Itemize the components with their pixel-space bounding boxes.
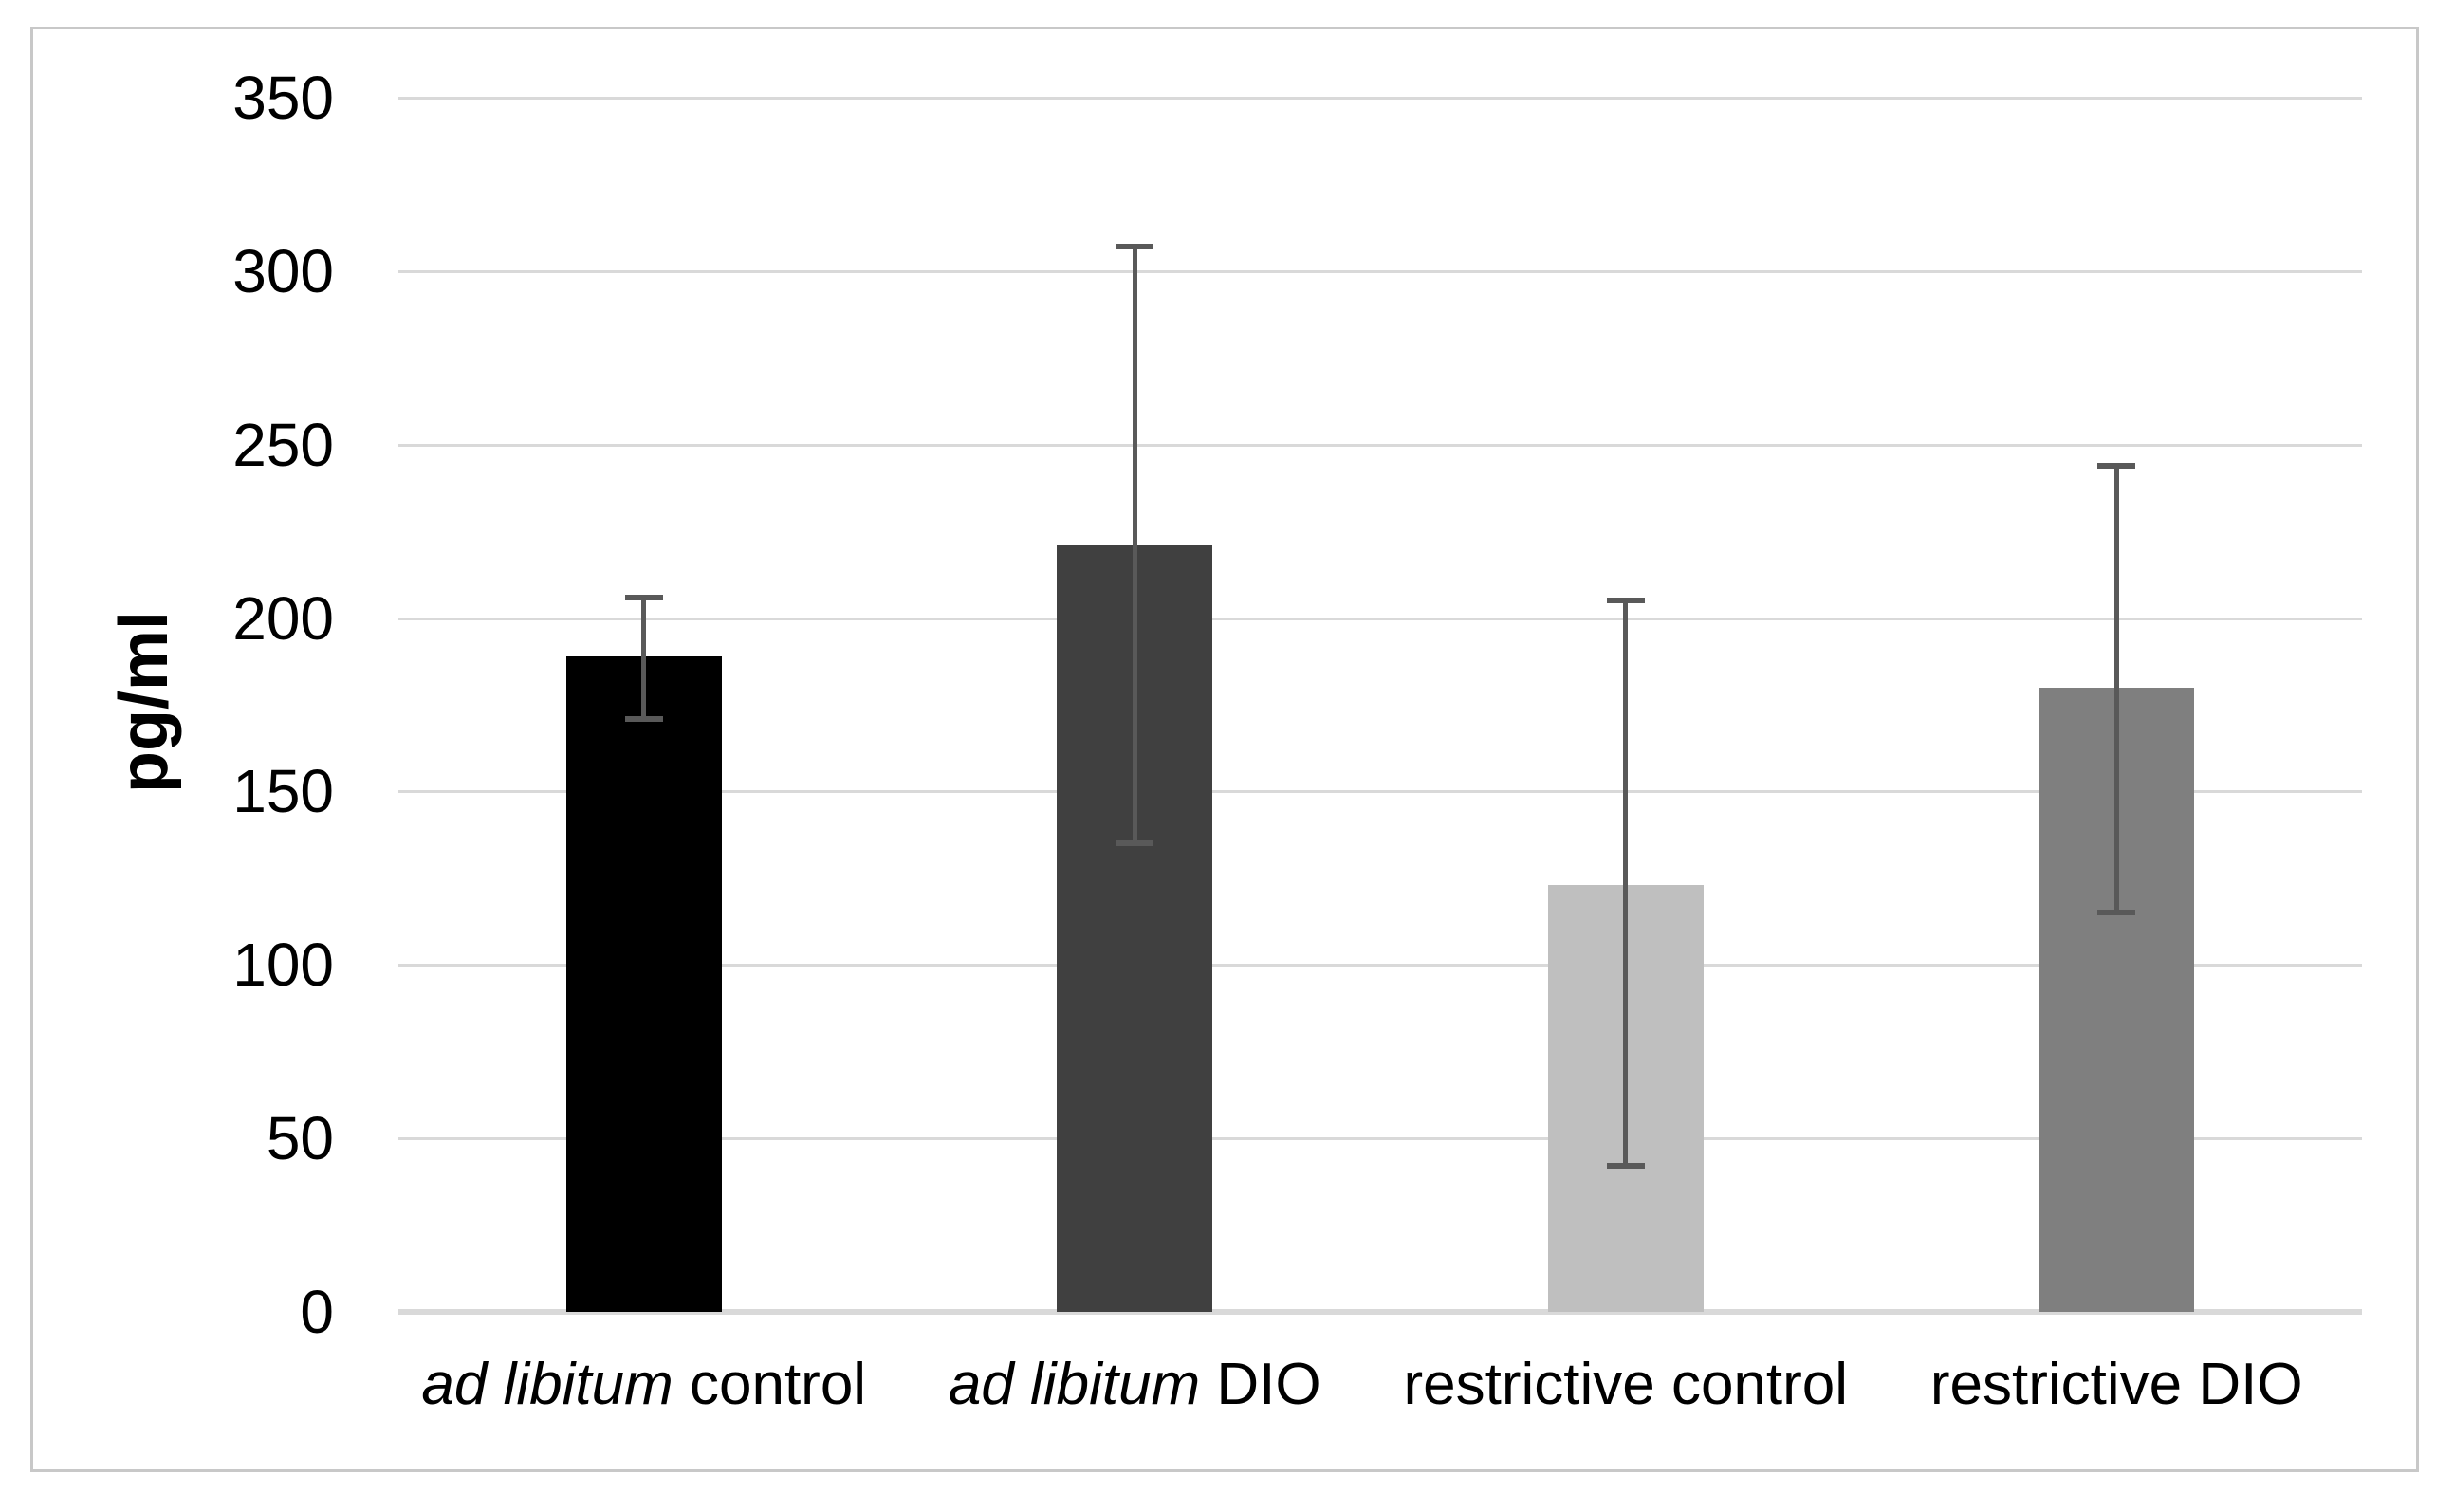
y-tick-label-100: 100 [232, 931, 334, 1000]
error-bar-top-cap-restrictive-dio [2097, 462, 2136, 469]
x-label-italic-segment: ad libitum [421, 1352, 673, 1417]
x-axis-label-ad-libitum-control: ad libitum control [421, 1347, 866, 1423]
error-bar-top-cap-ad-libitum-control [624, 594, 663, 600]
error-bar-line-ad-libitum-control [641, 597, 647, 719]
y-tick-label-200: 200 [232, 583, 334, 653]
gridline-50 [398, 1137, 2362, 1141]
error-bar-bottom-cap-restrictive-dio [2097, 910, 2136, 916]
y-tick-label-300: 300 [232, 236, 334, 305]
x-axis-label-restrictive-control: restrictive control [1403, 1347, 1848, 1423]
x-label-segment: restrictive control [1403, 1352, 1849, 1417]
x-axis-label-restrictive-dio: restrictive DIO [1930, 1347, 2303, 1423]
y-tick-label-350: 350 [232, 64, 334, 132]
error-bar-line-ad-libitum-dio [1132, 247, 1137, 844]
x-axis-label-ad-libitum-dio: ad libitum DIO [949, 1347, 1321, 1423]
chart-border [30, 27, 2419, 1472]
bar-ad-libitum-control [565, 655, 722, 1312]
gridline-250 [398, 443, 2362, 447]
gridline-200 [398, 617, 2362, 620]
gridline-150 [398, 790, 2362, 794]
gridline-300 [398, 269, 2362, 273]
y-tick-label-50: 50 [266, 1104, 334, 1173]
error-bar-top-cap-ad-libitum-dio [1116, 244, 1154, 250]
plot-area [398, 97, 2362, 1315]
error-bar-bottom-cap-restrictive-control [1606, 1163, 1645, 1170]
x-label-segment: restrictive DIO [1929, 1352, 2303, 1417]
error-bar-bottom-cap-ad-libitum-dio [1116, 840, 1154, 847]
y-tick-label-0: 0 [300, 1278, 334, 1346]
error-bar-line-restrictive-control [1623, 600, 1629, 1167]
error-bar-bottom-cap-ad-libitum-control [624, 715, 663, 722]
x-label-italic-segment: ad libitum [948, 1352, 1201, 1417]
gridline-350 [398, 97, 2362, 100]
x-label-segment: control [673, 1352, 867, 1417]
x-label-segment: DIO [1200, 1352, 1321, 1417]
error-bar-line-restrictive-dio [2113, 465, 2119, 913]
y-tick-label-150: 150 [232, 757, 334, 826]
gridline-100 [398, 964, 2362, 968]
x-axis-line [398, 1309, 2362, 1315]
y-tick-label-250: 250 [232, 410, 334, 479]
error-bar-top-cap-restrictive-control [1606, 598, 1645, 604]
